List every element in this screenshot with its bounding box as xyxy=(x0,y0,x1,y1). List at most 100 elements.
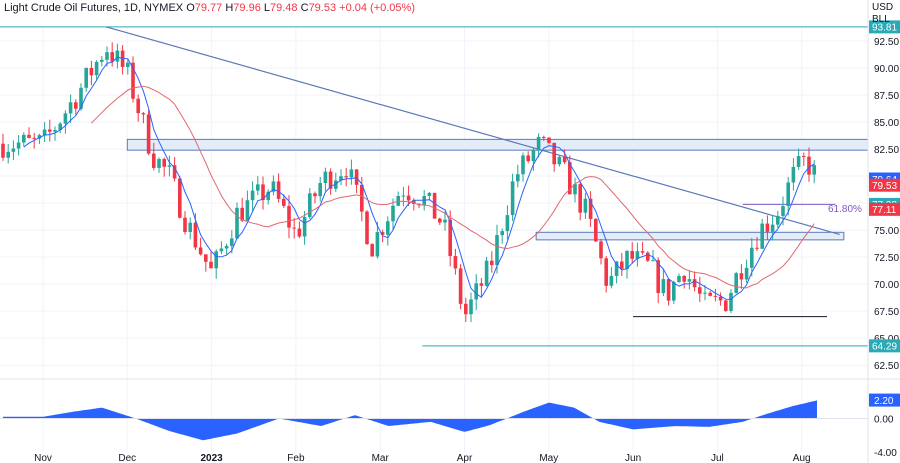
candle-body xyxy=(349,169,354,178)
candle-body xyxy=(401,195,406,197)
candle-body xyxy=(141,113,146,115)
candle-body xyxy=(276,181,281,199)
candle-body xyxy=(557,156,562,165)
candle-body xyxy=(526,155,530,162)
oscillator-histogram xyxy=(3,400,817,441)
candle-body xyxy=(708,292,712,296)
candle-body xyxy=(68,102,73,114)
price-tick-label: 85.00 xyxy=(874,118,899,129)
candle-body xyxy=(219,248,224,252)
candle-body xyxy=(266,191,270,201)
candle-body xyxy=(42,129,47,136)
candle-body xyxy=(297,228,302,237)
close-value: 79.53 xyxy=(308,2,337,14)
price-badge-text: 93.81 xyxy=(872,23,897,34)
candle-body xyxy=(755,247,759,249)
candle-body xyxy=(474,283,478,300)
candle-body xyxy=(510,181,515,216)
candle-body xyxy=(94,61,99,76)
candle-body xyxy=(22,134,26,143)
fib-label: 61.80% xyxy=(828,204,862,215)
candle-body xyxy=(739,273,744,280)
time-axis[interactable]: Nov Dec 2023 Feb Mar Apr May Jun Jul Aug xyxy=(34,453,810,463)
support-zone xyxy=(535,231,845,241)
candle-body xyxy=(573,184,577,195)
oscillator-badge xyxy=(869,393,900,407)
candle-body xyxy=(302,217,307,237)
candle-body xyxy=(188,222,192,232)
candle-body xyxy=(438,218,442,223)
trendline[interactable] xyxy=(106,26,840,236)
candle-body xyxy=(807,156,811,175)
candle-body xyxy=(235,207,239,239)
price-tick-label: 92.50 xyxy=(874,37,899,48)
candle-body xyxy=(214,251,218,269)
candle-body xyxy=(484,260,489,286)
time-tick-label: Apr xyxy=(457,453,473,463)
levels xyxy=(0,26,868,347)
candle-body xyxy=(453,256,458,269)
candle-body xyxy=(724,300,728,311)
candle-body xyxy=(328,171,333,189)
price-badge-bg xyxy=(869,339,900,353)
candle-body xyxy=(79,87,83,109)
candle-body xyxy=(120,50,125,67)
candle-body xyxy=(37,135,42,139)
resistance-zone xyxy=(126,138,869,151)
currency-unit: USD BLL xyxy=(872,2,893,26)
candles xyxy=(1,42,816,323)
candle-body xyxy=(53,129,57,132)
candle-body xyxy=(230,238,234,246)
candle-body xyxy=(339,176,343,181)
candle-body xyxy=(495,235,499,266)
candle-body xyxy=(458,268,463,304)
candle-body xyxy=(781,206,785,216)
price-badge-level: 93.81 xyxy=(869,20,900,34)
candle-body xyxy=(152,153,156,168)
time-tick-label: May xyxy=(539,453,558,463)
candle-body xyxy=(750,247,754,268)
candle-body xyxy=(479,283,484,286)
candle-body xyxy=(32,137,36,139)
candle-body xyxy=(313,193,317,197)
candle-body xyxy=(599,241,603,259)
chart-header: Light Crude Oil Futures, 1D, NYMEX O79.7… xyxy=(4,2,415,14)
candle-body xyxy=(698,287,702,294)
high-value: 79.96 xyxy=(233,2,261,14)
candle-body xyxy=(469,299,473,315)
candle-body xyxy=(365,211,369,245)
candle-body xyxy=(464,303,468,315)
candle-body xyxy=(687,279,692,282)
candle-body xyxy=(505,215,510,232)
candle-body xyxy=(167,165,172,167)
change-value: +0.04 (+0.05%) xyxy=(339,2,415,14)
time-tick-label: Aug xyxy=(793,453,811,463)
oscillator-pane: 2.20 0.00 -4.00 xyxy=(0,393,900,459)
candle-body xyxy=(568,162,572,195)
candle-body xyxy=(16,142,21,149)
candle-body xyxy=(703,292,707,294)
time-tick-label: Jun xyxy=(625,453,641,463)
candle-body xyxy=(126,62,130,67)
price-badge-bg xyxy=(869,20,900,34)
time-tick-label: 2023 xyxy=(200,453,223,463)
candle-body xyxy=(692,279,697,288)
candle-body xyxy=(380,232,385,235)
price-badge-bg xyxy=(869,178,900,192)
high-label: H xyxy=(225,2,234,14)
currency-line2: BLL xyxy=(872,14,890,25)
candle-body xyxy=(547,137,551,143)
candle-body xyxy=(448,219,452,257)
price-badge-level: 64.29 xyxy=(869,339,900,353)
candle-body xyxy=(812,165,816,175)
candle-body xyxy=(432,192,437,219)
candle-body xyxy=(245,200,250,221)
candle-body xyxy=(308,193,312,218)
candle-body xyxy=(89,67,94,76)
candle-body xyxy=(594,219,598,242)
candle-body xyxy=(6,151,10,158)
candle-body xyxy=(1,143,5,158)
candle-body xyxy=(172,165,177,179)
